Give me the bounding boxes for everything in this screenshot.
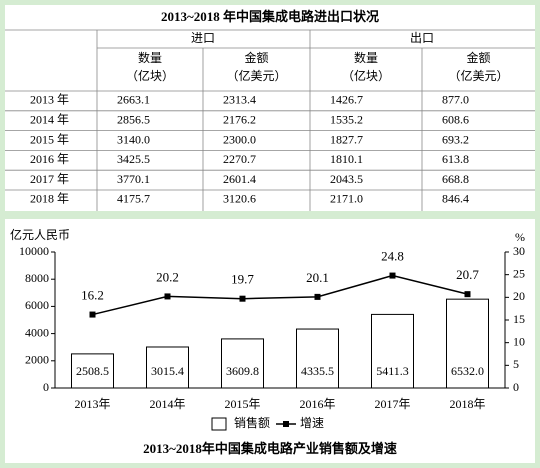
line-marker xyxy=(89,311,96,318)
table-cell: 2270.7 xyxy=(223,152,256,166)
y2-tick-label: 25 xyxy=(513,266,525,280)
column-unit: （亿块） xyxy=(126,68,174,83)
column-unit: （亿美元） xyxy=(448,68,508,83)
row-header: 2014 年 xyxy=(30,112,69,126)
table-cell: 2043.5 xyxy=(330,172,363,186)
y2-tick-label: 10 xyxy=(513,334,525,348)
table-cell: 3140.0 xyxy=(117,132,150,146)
table-cell: 877.0 xyxy=(442,93,469,107)
chart-title: 2013~2018年中国集成电路产业销售额及增速 xyxy=(143,441,397,456)
group-header: 进口 xyxy=(191,31,215,45)
legend-swatch xyxy=(211,417,227,431)
table-cell: 2300.0 xyxy=(223,132,256,146)
y2-tick-label: 15 xyxy=(513,312,525,326)
x-tick-label: 2016年 xyxy=(299,397,335,411)
y-tick-label: 6000 xyxy=(25,298,49,312)
row-header: 2013 年 xyxy=(30,93,69,107)
x-tick-label: 2018年 xyxy=(449,397,485,411)
y-tick-label: 10000 xyxy=(19,244,49,258)
legend-label: 增速 xyxy=(300,416,324,430)
bar xyxy=(296,328,339,389)
line-value-label: 20.7 xyxy=(456,267,479,282)
table-cell: 3770.1 xyxy=(117,172,150,186)
bar xyxy=(446,298,489,389)
y2-axis-label: % xyxy=(515,230,525,244)
line-value-label: 20.2 xyxy=(156,269,179,284)
line-marker xyxy=(314,293,321,300)
table-cell: 2171.0 xyxy=(330,192,363,206)
column-header: 金额 xyxy=(466,50,490,65)
x-tick-label: 2014年 xyxy=(149,397,185,411)
line-value-label: 19.7 xyxy=(231,272,254,287)
table-cell: 2663.1 xyxy=(117,93,150,107)
line-marker xyxy=(389,272,396,279)
table-cell: 846.4 xyxy=(442,192,469,206)
legend-swatch xyxy=(283,421,289,427)
line-value-label: 20.1 xyxy=(306,270,329,285)
table-cell: 2601.4 xyxy=(223,172,256,186)
column-unit: （亿块） xyxy=(342,68,390,83)
line-value-label: 16.2 xyxy=(81,288,104,303)
line-marker xyxy=(239,295,246,302)
y2-tick-label: 30 xyxy=(513,244,525,258)
y2-tick-label: 20 xyxy=(513,289,525,303)
bar-value-label: 2508.5 xyxy=(76,364,109,378)
y-tick-label: 2000 xyxy=(25,353,49,367)
line xyxy=(92,274,468,316)
legend-label: 销售额 xyxy=(234,415,270,430)
bar-value-label: 3609.8 xyxy=(226,364,259,378)
line-value-label: 24.8 xyxy=(381,249,404,264)
y-tick-label: 4000 xyxy=(25,325,49,339)
bar xyxy=(146,346,189,389)
table-cell: 608.6 xyxy=(442,112,469,126)
x-tick-label: 2015年 xyxy=(224,397,260,411)
table-cell: 693.2 xyxy=(442,132,469,146)
column-unit: （亿美元） xyxy=(226,68,286,83)
x-tick-label: 2013年 xyxy=(74,397,110,411)
row-header: 2018 年 xyxy=(30,192,69,206)
table-cell: 3425.5 xyxy=(117,152,150,166)
table-panel xyxy=(5,5,535,211)
column-header: 数量 xyxy=(354,50,378,65)
table-cell: 1827.7 xyxy=(330,132,363,146)
table-cell: 2176.2 xyxy=(223,112,256,126)
bar-value-label: 4335.5 xyxy=(301,364,334,378)
column-header: 金额 xyxy=(244,50,268,65)
table-cell: 1426.7 xyxy=(330,93,363,107)
table-cell: 4175.7 xyxy=(117,192,150,206)
line-marker xyxy=(464,291,471,298)
table-cell: 613.8 xyxy=(442,152,469,166)
line-marker xyxy=(164,293,171,300)
bar-value-label: 6532.0 xyxy=(451,364,484,378)
group-header: 出口 xyxy=(410,31,434,45)
column-header: 数量 xyxy=(138,50,162,65)
bar-value-label: 3015.4 xyxy=(151,364,184,378)
table-cell: 3120.6 xyxy=(223,192,256,206)
table-cell: 668.8 xyxy=(442,172,469,186)
table-cell: 2856.5 xyxy=(117,112,150,126)
row-header: 2017 年 xyxy=(30,172,69,186)
y-tick-label: 8000 xyxy=(25,271,49,285)
bar xyxy=(71,353,114,389)
table-title: 2013~2018 年中国集成电路进出口状况 xyxy=(161,9,379,24)
row-header: 2016 年 xyxy=(30,152,69,166)
table-cell: 1810.1 xyxy=(330,152,363,166)
row-header: 2015 年 xyxy=(30,132,69,146)
table-cell: 2313.4 xyxy=(223,93,256,107)
y2-tick-label: 5 xyxy=(513,357,519,371)
y-tick-label: 0 xyxy=(43,380,49,394)
bar-value-label: 5411.3 xyxy=(376,364,409,378)
y2-tick-label: 0 xyxy=(513,380,519,394)
y-axis-label: 亿元人民币 xyxy=(10,227,70,242)
x-tick-label: 2017年 xyxy=(374,397,410,411)
table-cell: 1535.2 xyxy=(330,112,363,126)
bar xyxy=(221,338,264,389)
bar xyxy=(371,313,414,389)
